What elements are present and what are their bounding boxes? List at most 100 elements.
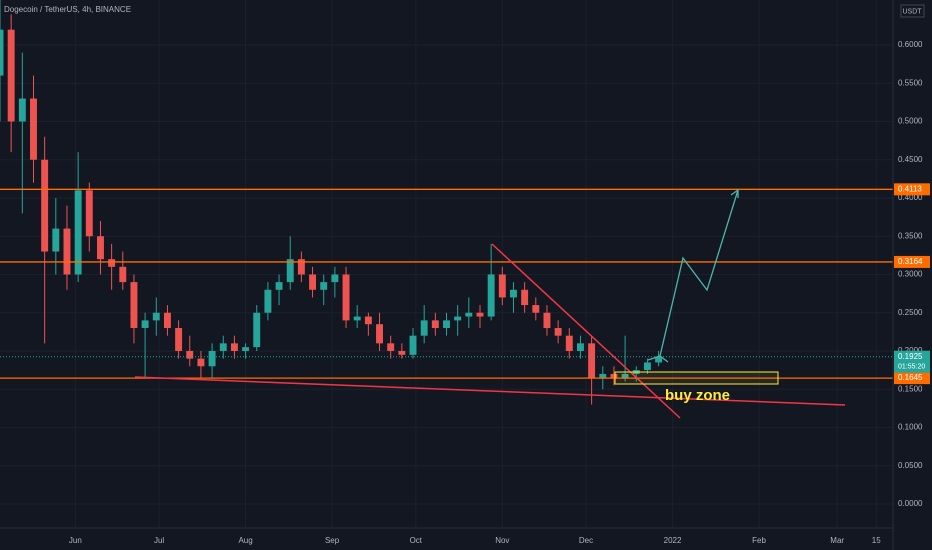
- level-tag-label: 0.3164: [898, 257, 923, 266]
- buy-zone-label: buy zone: [665, 387, 730, 404]
- y-tick-label: 0.3000: [898, 270, 923, 279]
- y-tick-label: 0.4500: [898, 155, 923, 164]
- candle-body: [0, 29, 4, 76]
- candle-body: [353, 316, 361, 321]
- projection-path: [659, 189, 739, 357]
- candle-body: [30, 98, 37, 160]
- axes: 0.0000 0.0500 0.1000 0.1500 0.2000 0.2500 0.30…: [69, 40, 930, 545]
- candle-body: [655, 356, 663, 363]
- y-tick-label: 0.5500: [898, 78, 923, 87]
- candle-body: [342, 274, 350, 321]
- candle-body: [163, 312, 171, 329]
- level-tag-label: 0.1645: [898, 373, 923, 382]
- candle-body: [510, 289, 517, 298]
- y-tick-label: 0.2000: [898, 346, 923, 355]
- candle-body: [297, 259, 305, 275]
- candle-body: [7, 29, 15, 122]
- x-tick-label: Nov: [495, 536, 509, 545]
- candle-body: [498, 274, 506, 298]
- candle-body: [454, 316, 462, 321]
- candle-body: [52, 228, 60, 252]
- candle-body: [476, 312, 484, 317]
- drawings: buy zone: [134, 188, 846, 419]
- candle-body: [588, 343, 596, 378]
- x-tick-label: Sep: [325, 536, 340, 545]
- plot-area: [0, 0, 893, 405]
- candle-body: [264, 289, 272, 313]
- buy-zone-box: [614, 371, 779, 385]
- candle-body: [554, 328, 562, 336]
- candle-body: [364, 316, 372, 325]
- candle-body: [521, 289, 529, 306]
- candle-body: [576, 343, 584, 351]
- candle-body: [398, 350, 406, 355]
- candle-body: [197, 358, 205, 367]
- last-price-label: 0.1925: [898, 352, 923, 361]
- y-tick-label: 0.0500: [898, 461, 923, 470]
- resistance-trendline: [491, 243, 681, 419]
- candle-body: [643, 362, 651, 371]
- x-tick-label: 2022: [664, 536, 682, 545]
- candle-body: [599, 373, 607, 378]
- x-tick-label: Oct: [410, 536, 423, 545]
- candle-body: [387, 343, 395, 351]
- candle-body: [331, 274, 339, 283]
- candle-body: [621, 373, 629, 378]
- x-tick-label: Dec: [579, 536, 593, 545]
- candle-body: [175, 328, 183, 351]
- candle-body: [431, 320, 439, 329]
- y-tick-label: 0.0000: [898, 499, 923, 508]
- candle-body: [85, 190, 93, 237]
- candle-body: [565, 335, 573, 351]
- symbol-title: Dogecoin / TetherUS, 4h, BINANCE: [4, 5, 131, 14]
- y-tick-label: 0.6000: [898, 40, 923, 49]
- level-tag: [894, 255, 930, 268]
- candle-body: [74, 190, 82, 275]
- candle-body: [532, 305, 540, 313]
- candle-body: [443, 320, 450, 329]
- candle-body: [242, 347, 250, 351]
- candle-body: [186, 350, 194, 359]
- candle-body: [130, 282, 138, 329]
- candle-body: [610, 373, 618, 378]
- y-tick-label: 0.4000: [898, 193, 923, 202]
- currency-box: [900, 4, 925, 18]
- candle-body: [63, 228, 71, 275]
- candle-body: [309, 274, 317, 290]
- y-tick-label: 0.1000: [898, 423, 923, 432]
- candle-body: [208, 350, 216, 367]
- candle-body: [141, 320, 149, 329]
- candle-body: [97, 236, 104, 260]
- candle-body: [18, 98, 26, 122]
- candle-body: [41, 159, 49, 252]
- level-tag: [894, 183, 930, 196]
- level-tag: [894, 372, 930, 385]
- candle-body: [487, 274, 495, 317]
- x-tick-label: Aug: [238, 536, 252, 545]
- projection-arrowhead: [730, 188, 739, 198]
- countdown-label: 01:55:20: [898, 364, 925, 371]
- candle-body: [376, 324, 383, 344]
- support-trendline: [134, 376, 846, 406]
- candle-body: [219, 343, 227, 351]
- candle-body: [465, 312, 473, 317]
- y-tick-label: 0.2500: [898, 308, 923, 317]
- projection-start: [647, 355, 669, 363]
- x-tick-label: 15: [872, 536, 881, 545]
- candle-body: [253, 312, 261, 348]
- y-tick-label: 0.5000: [898, 117, 923, 126]
- y-tick-label: 0.3500: [898, 231, 923, 240]
- candle-body: [119, 266, 127, 283]
- last-price-tag: [894, 350, 930, 373]
- level-tag-label: 0.4113: [898, 184, 922, 193]
- candle-body: [275, 282, 283, 290]
- x-tick-label: Mar: [830, 536, 844, 545]
- candle-body: [108, 259, 116, 267]
- candle-body: [409, 335, 417, 355]
- x-tick-label: Jul: [154, 536, 164, 545]
- candle-body: [420, 320, 428, 336]
- y-tick-label: 0.1500: [898, 384, 923, 393]
